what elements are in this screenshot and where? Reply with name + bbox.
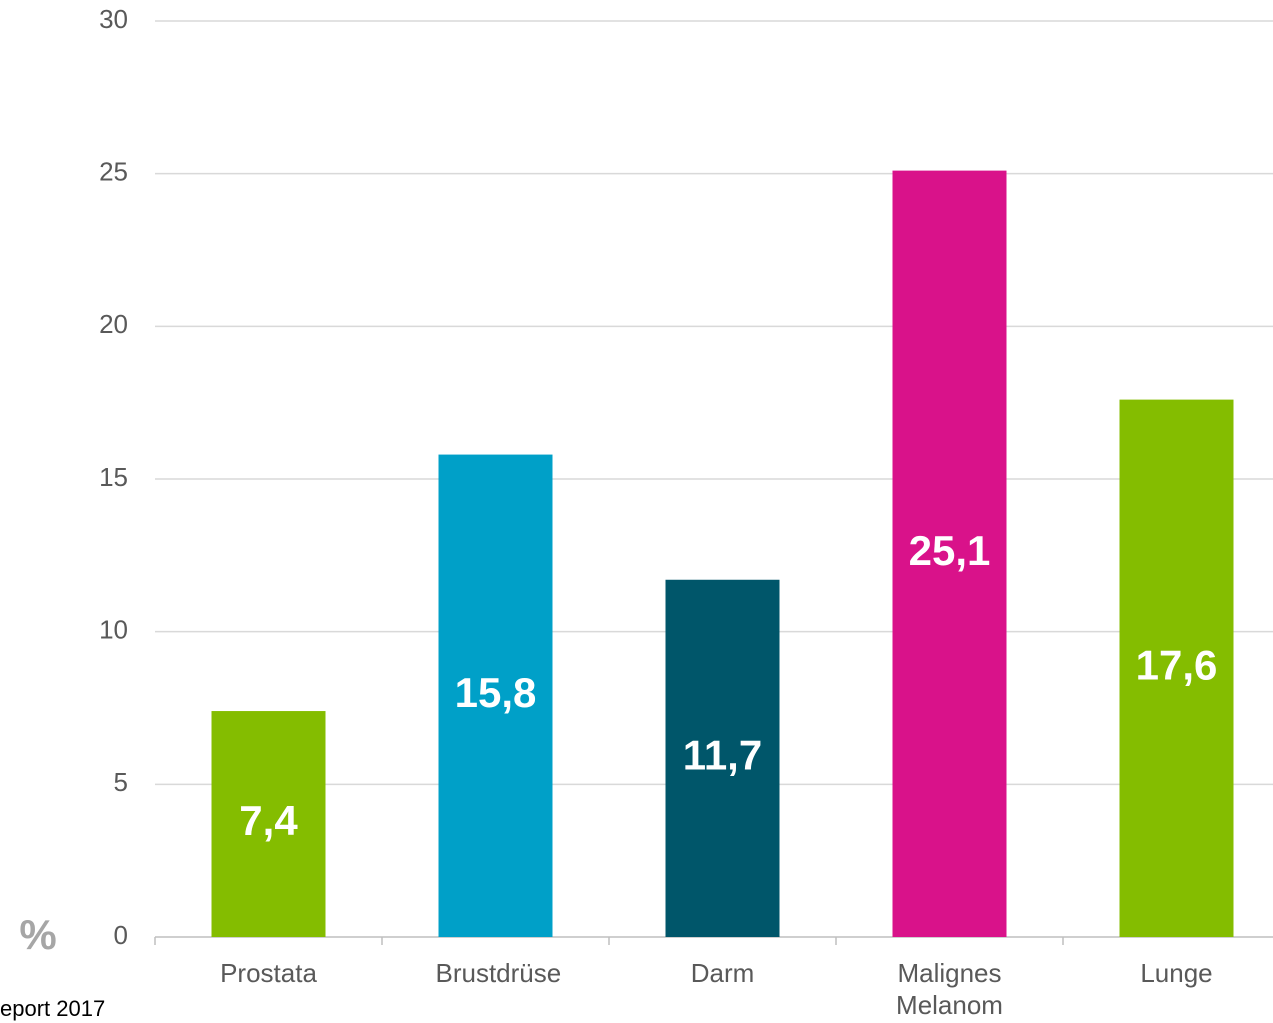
value-label: 17,6 [1136, 641, 1218, 688]
y-tick-label: 15 [99, 462, 128, 492]
source: eport 2017 [0, 996, 105, 1021]
bar [438, 454, 553, 937]
x-tick-label: Lunge [1140, 958, 1213, 988]
y-tick-label: 20 [99, 309, 128, 339]
bar [892, 170, 1007, 937]
bar [665, 579, 780, 937]
value-label: 25,1 [909, 527, 991, 574]
y-tick-label: 25 [99, 157, 128, 187]
value-label: 15,8 [455, 669, 537, 716]
y-tick-label: 30 [99, 4, 128, 34]
bar [1119, 399, 1234, 937]
y-axis-label: % [19, 911, 56, 958]
y-tick-label: 5 [114, 767, 128, 797]
value-label: 11,7 [683, 731, 762, 778]
y-tick-label: 0 [114, 920, 128, 950]
x-tick-label: Prostata [220, 958, 317, 988]
x-tick-label: Darm [690, 958, 755, 988]
value-label: 7,4 [239, 797, 298, 844]
x-tick-label: Malignes Melanom [896, 958, 1003, 1020]
y-tick-label: 10 [99, 615, 128, 645]
bar [211, 711, 326, 937]
x-tick-label: Brustdrüse [435, 958, 562, 988]
